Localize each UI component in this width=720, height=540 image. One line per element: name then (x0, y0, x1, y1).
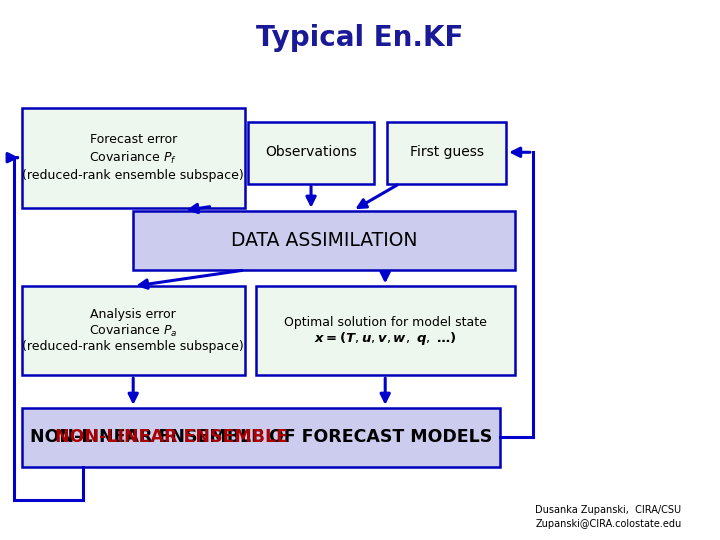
Text: Observations: Observations (265, 145, 357, 159)
Text: Covariance $\boldsymbol{P_f}$: Covariance $\boldsymbol{P_f}$ (89, 150, 177, 166)
Text: NON-LINEAR ENSEMBLE: NON-LINEAR ENSEMBLE (55, 428, 468, 447)
Text: Optimal solution for model state: Optimal solution for model state (284, 316, 487, 329)
Text: (reduced-rank ensemble subspace): (reduced-rank ensemble subspace) (22, 340, 244, 353)
Text: Typical En.KF: Typical En.KF (256, 24, 464, 52)
Text: Analysis error: Analysis error (90, 308, 176, 321)
Text: First guess: First guess (410, 145, 484, 159)
Text: Forecast error: Forecast error (89, 133, 177, 146)
FancyBboxPatch shape (248, 122, 374, 184)
Text: Covariance $\boldsymbol{P_a}$: Covariance $\boldsymbol{P_a}$ (89, 322, 177, 339)
FancyBboxPatch shape (22, 108, 245, 208)
Text: DATA ASSIMILATION: DATA ASSIMILATION (230, 231, 418, 250)
Text: Dusanka Zupanski,  CIRA/CSU: Dusanka Zupanski, CIRA/CSU (536, 505, 681, 515)
FancyBboxPatch shape (387, 122, 506, 184)
FancyBboxPatch shape (256, 286, 515, 375)
FancyBboxPatch shape (133, 211, 515, 270)
Text: Zupanski@CIRA.colostate.edu: Zupanski@CIRA.colostate.edu (535, 519, 682, 529)
Text: $\boldsymbol{x=(T,u,v,w,}$ $\boldsymbol{q,}$ $\boldsymbol{\ldots)}$: $\boldsymbol{x=(T,u,v,w,}$ $\boldsymbol{… (314, 330, 456, 347)
FancyBboxPatch shape (22, 286, 245, 375)
FancyBboxPatch shape (22, 408, 500, 467)
Text: (reduced-rank ensemble subspace): (reduced-rank ensemble subspace) (22, 169, 244, 182)
Text: NON-LINEAR ENSEMBLE OF FORECAST MODELS: NON-LINEAR ENSEMBLE OF FORECAST MODELS (30, 428, 492, 447)
